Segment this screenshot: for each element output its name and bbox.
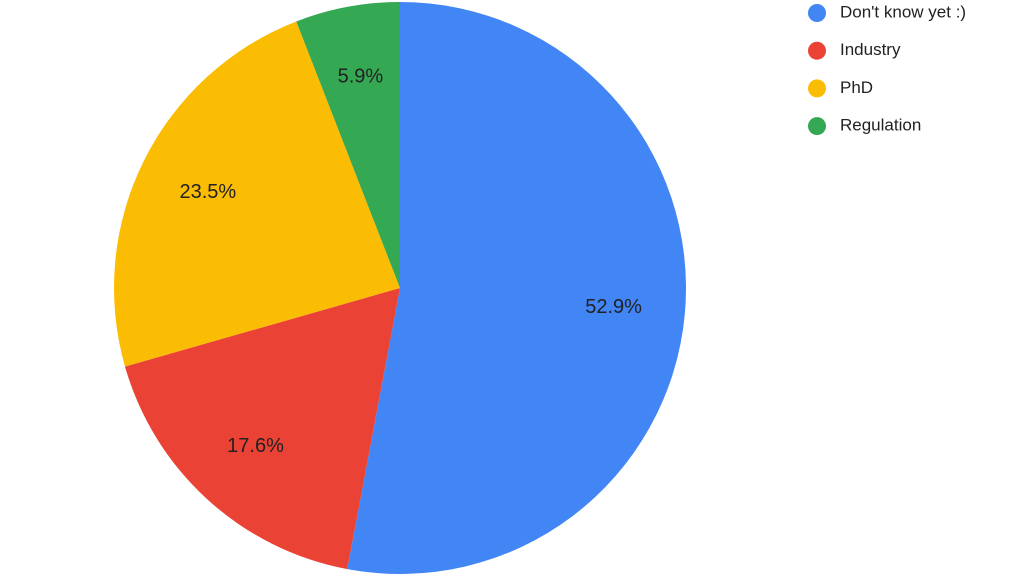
legend-label: PhD [840,78,873,97]
legend-marker [808,117,826,136]
slice-label: 23.5% [180,181,237,203]
legend-marker [808,79,826,98]
slice-label: 5.9% [338,65,384,87]
legend-marker [808,41,826,60]
pie-slice [347,2,687,575]
slice-label: 52.9% [585,296,642,318]
pie-slice [114,21,401,367]
legend-label: Regulation [840,116,921,135]
pie-slice [296,2,400,288]
legend-label: Industry [840,40,901,59]
slice-label: 17.6% [227,435,284,457]
legend-marker [808,4,826,22]
pie-slice [125,288,400,570]
legend-label: Don't know yet :) [840,2,966,21]
